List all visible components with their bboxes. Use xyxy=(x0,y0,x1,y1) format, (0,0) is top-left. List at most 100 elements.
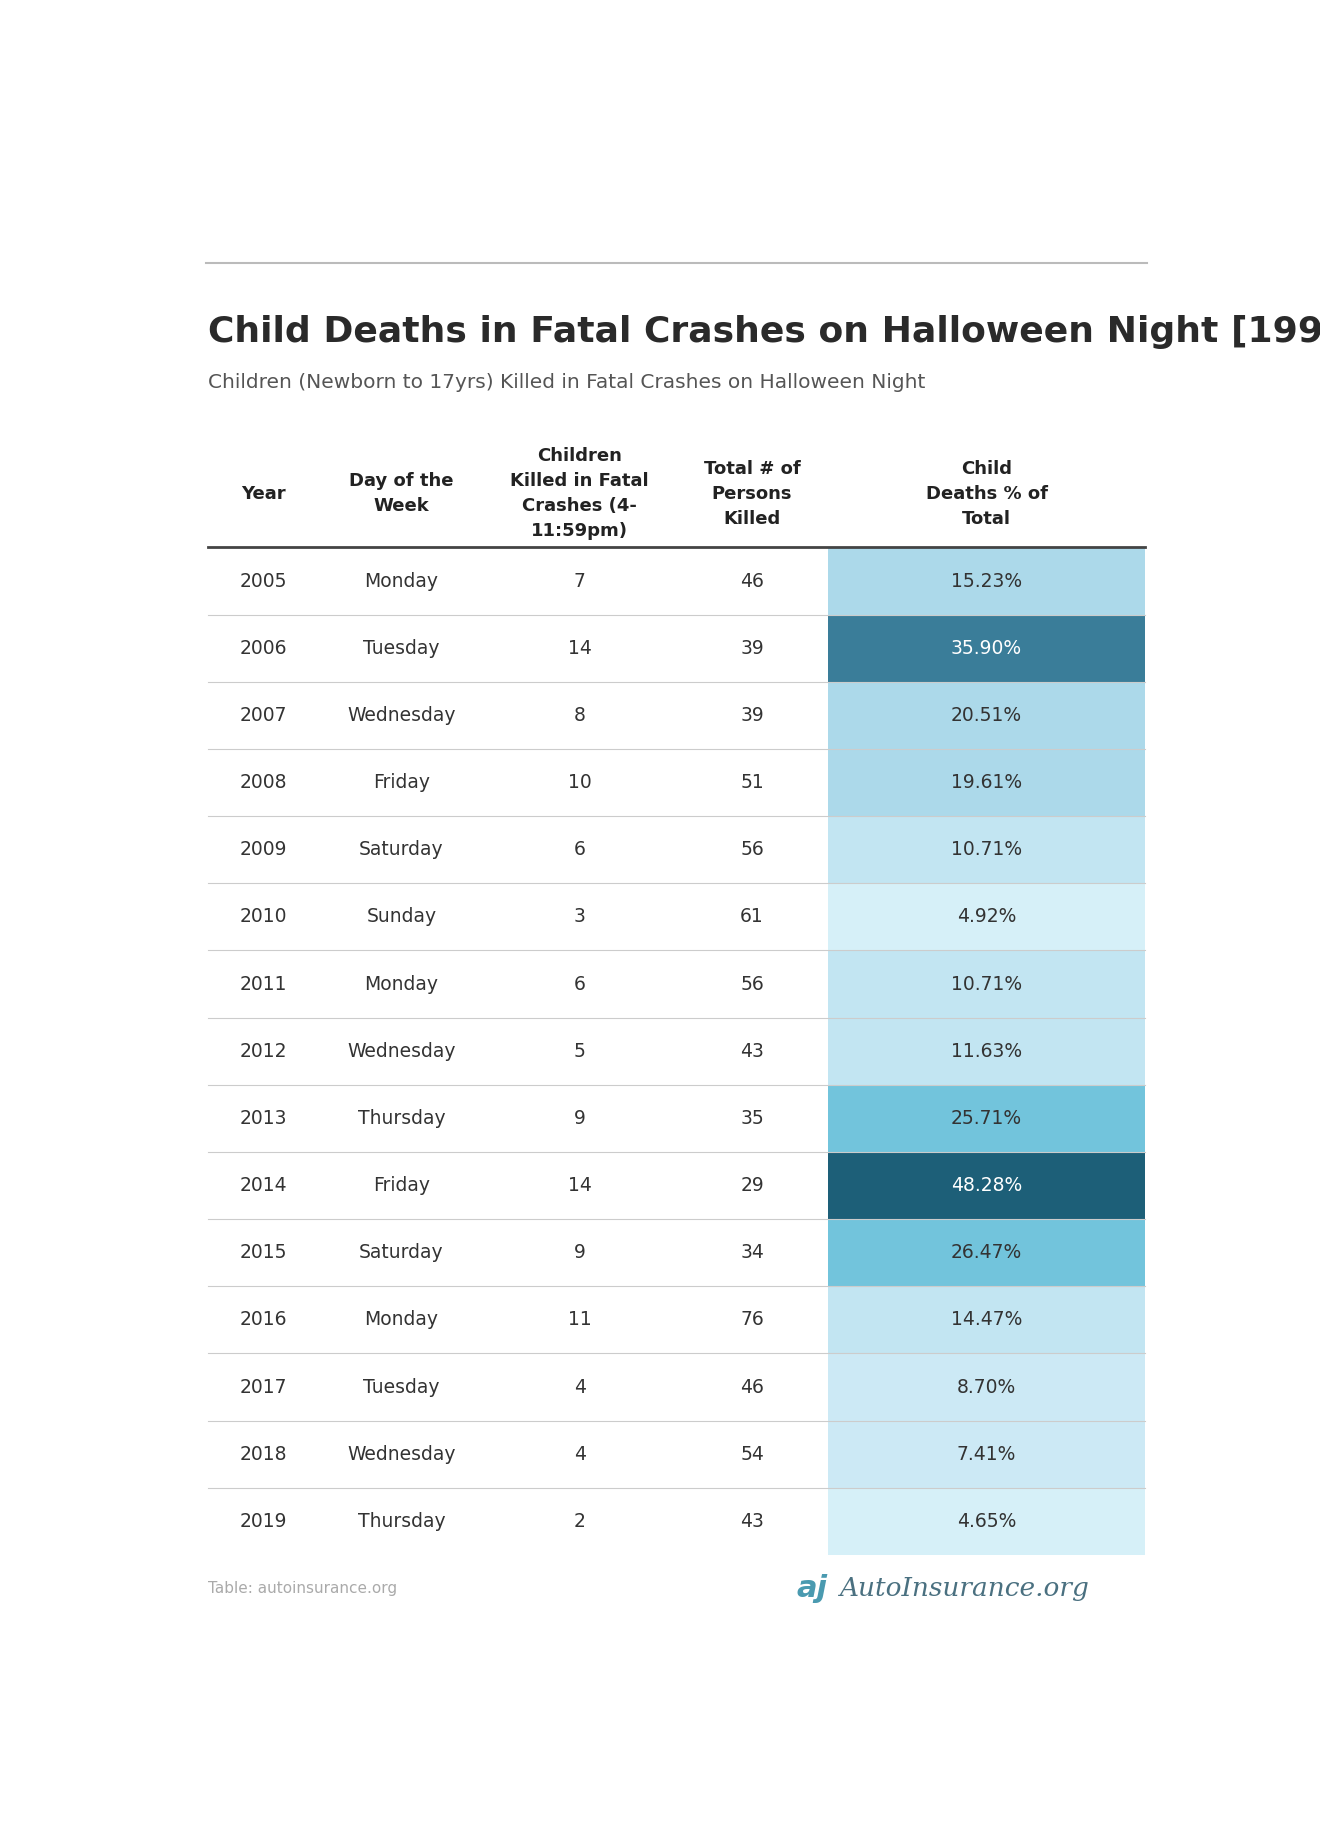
Bar xyxy=(828,1287,1146,1353)
Text: 2009: 2009 xyxy=(240,840,288,858)
Text: Child Deaths in Fatal Crashes on Halloween Night [1995-2019]: Child Deaths in Fatal Crashes on Hallowe… xyxy=(207,314,1320,349)
Text: 14: 14 xyxy=(568,1176,591,1195)
Text: 2011: 2011 xyxy=(240,974,288,994)
Text: 4: 4 xyxy=(574,1377,586,1397)
Text: Saturday: Saturday xyxy=(359,1242,444,1263)
Text: 34: 34 xyxy=(741,1242,764,1263)
Text: 10.71%: 10.71% xyxy=(950,974,1022,994)
Text: 4.92%: 4.92% xyxy=(957,908,1016,926)
Text: 8.70%: 8.70% xyxy=(957,1377,1016,1397)
Text: Year: Year xyxy=(242,485,286,504)
Text: 61: 61 xyxy=(741,908,764,926)
Bar xyxy=(828,614,1146,682)
Text: Thursday: Thursday xyxy=(358,1108,445,1129)
Text: 2017: 2017 xyxy=(240,1377,288,1397)
Text: 8: 8 xyxy=(574,706,586,724)
Text: 39: 39 xyxy=(741,640,764,658)
Text: 11.63%: 11.63% xyxy=(950,1042,1022,1061)
Text: 2013: 2013 xyxy=(240,1108,288,1129)
Text: Friday: Friday xyxy=(372,774,430,792)
Text: 56: 56 xyxy=(741,974,764,994)
Text: 43: 43 xyxy=(741,1042,764,1061)
Text: 2007: 2007 xyxy=(240,706,288,724)
Text: 4: 4 xyxy=(574,1445,586,1463)
Text: 9: 9 xyxy=(574,1108,586,1129)
Text: 5: 5 xyxy=(574,1042,586,1061)
Bar xyxy=(828,548,1146,614)
Text: 14: 14 xyxy=(568,640,591,658)
Text: 14.47%: 14.47% xyxy=(950,1310,1022,1329)
Bar xyxy=(828,1018,1146,1084)
Text: Thursday: Thursday xyxy=(358,1513,445,1531)
Bar xyxy=(828,1421,1146,1487)
Bar xyxy=(828,748,1146,816)
Text: 20.51%: 20.51% xyxy=(950,706,1022,724)
Text: 43: 43 xyxy=(741,1513,764,1531)
Text: 4.65%: 4.65% xyxy=(957,1513,1016,1531)
Text: Day of the
Week: Day of the Week xyxy=(348,472,454,515)
Text: aj: aj xyxy=(797,1573,828,1603)
Bar xyxy=(828,1152,1146,1219)
Text: 2016: 2016 xyxy=(240,1310,288,1329)
Bar xyxy=(828,950,1146,1018)
Text: 2005: 2005 xyxy=(240,572,288,590)
Text: 2015: 2015 xyxy=(240,1242,288,1263)
Bar xyxy=(828,1487,1146,1555)
Text: 7: 7 xyxy=(574,572,586,590)
Text: 2010: 2010 xyxy=(240,908,288,926)
Bar xyxy=(828,816,1146,884)
Text: 26.47%: 26.47% xyxy=(950,1242,1022,1263)
Text: Saturday: Saturday xyxy=(359,840,444,858)
Text: Tuesday: Tuesday xyxy=(363,640,440,658)
Text: 35.90%: 35.90% xyxy=(950,640,1022,658)
Text: 54: 54 xyxy=(741,1445,764,1463)
Text: 2: 2 xyxy=(574,1513,586,1531)
Text: 46: 46 xyxy=(741,1377,764,1397)
Text: 39: 39 xyxy=(741,706,764,724)
Text: 6: 6 xyxy=(574,840,586,858)
Text: 6: 6 xyxy=(574,974,586,994)
Bar xyxy=(828,1084,1146,1152)
Text: AutoInsurance.org: AutoInsurance.org xyxy=(840,1575,1089,1601)
Text: 19.61%: 19.61% xyxy=(950,774,1022,792)
Text: Wednesday: Wednesday xyxy=(347,1445,455,1463)
Text: 15.23%: 15.23% xyxy=(950,572,1022,590)
Text: 3: 3 xyxy=(574,908,586,926)
Text: Wednesday: Wednesday xyxy=(347,706,455,724)
Text: 2012: 2012 xyxy=(240,1042,288,1061)
Bar xyxy=(828,1353,1146,1421)
Text: 48.28%: 48.28% xyxy=(950,1176,1022,1195)
Text: 2008: 2008 xyxy=(240,774,288,792)
Text: Table: autoinsurance.org: Table: autoinsurance.org xyxy=(207,1581,397,1595)
Text: 2018: 2018 xyxy=(240,1445,288,1463)
Text: 7.41%: 7.41% xyxy=(957,1445,1016,1463)
Text: Monday: Monday xyxy=(364,572,438,590)
Text: 25.71%: 25.71% xyxy=(950,1108,1022,1129)
Text: 56: 56 xyxy=(741,840,764,858)
Text: 10: 10 xyxy=(568,774,591,792)
Text: 2019: 2019 xyxy=(240,1513,288,1531)
Text: Wednesday: Wednesday xyxy=(347,1042,455,1061)
Text: 29: 29 xyxy=(741,1176,764,1195)
Text: Total # of
Persons
Killed: Total # of Persons Killed xyxy=(704,460,800,528)
Text: Children
Killed in Fatal
Crashes (4-
11:59pm): Children Killed in Fatal Crashes (4- 11:… xyxy=(511,447,649,540)
Text: 10.71%: 10.71% xyxy=(950,840,1022,858)
Text: 2006: 2006 xyxy=(240,640,288,658)
Text: 9: 9 xyxy=(574,1242,586,1263)
Text: 11: 11 xyxy=(568,1310,591,1329)
Text: Sunday: Sunday xyxy=(367,908,437,926)
Text: 35: 35 xyxy=(741,1108,764,1129)
Bar xyxy=(828,884,1146,950)
Text: 46: 46 xyxy=(741,572,764,590)
Bar xyxy=(828,1219,1146,1287)
Text: Friday: Friday xyxy=(372,1176,430,1195)
Text: Tuesday: Tuesday xyxy=(363,1377,440,1397)
Text: Monday: Monday xyxy=(364,1310,438,1329)
Text: Monday: Monday xyxy=(364,974,438,994)
Text: 2014: 2014 xyxy=(240,1176,288,1195)
Text: 76: 76 xyxy=(741,1310,764,1329)
Bar xyxy=(828,682,1146,748)
Text: 51: 51 xyxy=(741,774,764,792)
Text: Child
Deaths % of
Total: Child Deaths % of Total xyxy=(925,460,1048,528)
Text: Children (Newborn to 17yrs) Killed in Fatal Crashes on Halloween Night: Children (Newborn to 17yrs) Killed in Fa… xyxy=(207,373,925,391)
